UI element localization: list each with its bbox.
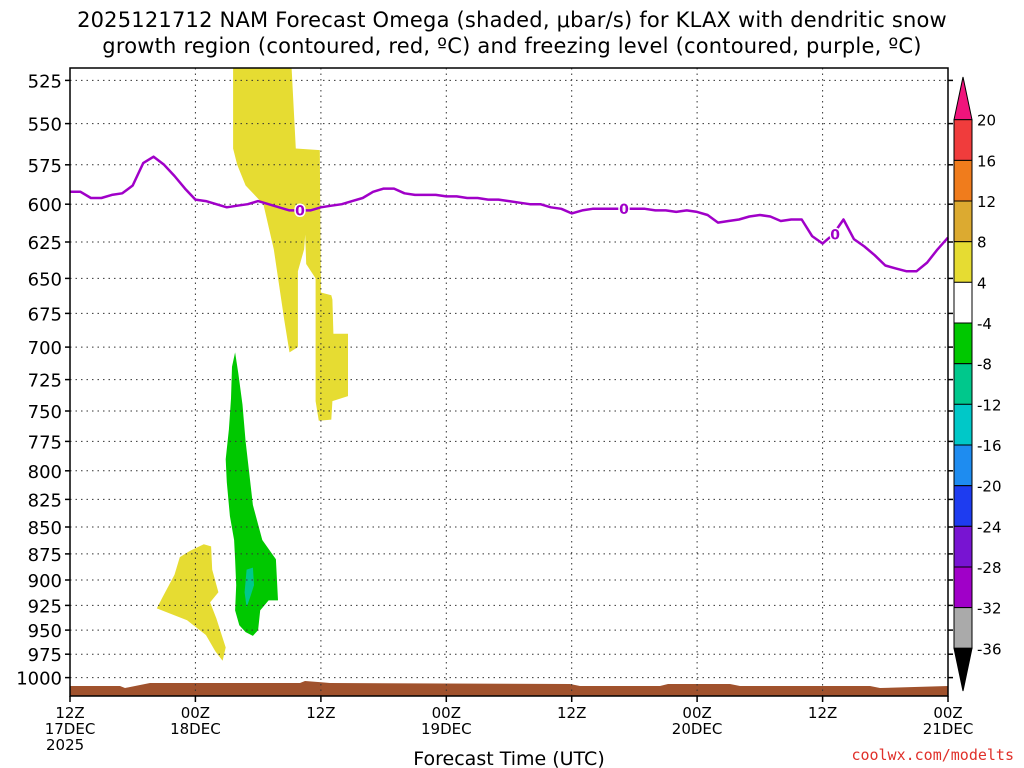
colorbar-band-9 <box>953 444 973 487</box>
y-tick-label-19: 1000 <box>16 669 62 690</box>
omega-region-3 <box>244 567 254 608</box>
x-tick-label-5-0: 00Z <box>682 704 711 722</box>
x-tick-label-1-1: 18DEC <box>170 720 221 738</box>
x-tick-label-6-0: 12Z <box>808 704 837 722</box>
colorbar-label-1: 16 <box>977 152 996 170</box>
terrain-strip <box>70 681 948 696</box>
y-tick-label-12: 825 <box>28 490 62 511</box>
colorbar-label-6: -8 <box>977 356 992 374</box>
colorbar: 20 16 12 8 4 -4 -8 -12 -16 -20 -24 -28 -32 -36 <box>953 76 1002 692</box>
omega-region-1 <box>156 544 226 661</box>
y-tick-label-1: 550 <box>28 115 62 136</box>
plot-frame <box>69 67 949 697</box>
x-tick-label-0-0: 12Z <box>55 704 84 722</box>
omega-shaded-regions <box>156 68 348 661</box>
x-tick-label-4-0: 12Z <box>557 704 586 722</box>
y-tick-label-0: 525 <box>28 71 62 92</box>
credit-text: coolwx.com/modelts <box>851 746 1014 764</box>
colorbar-label-5: -4 <box>977 315 992 333</box>
freezing-level-line <box>70 155 949 273</box>
x-tick-label-1-0: 00Z <box>181 704 210 722</box>
colorbar-label-9: -20 <box>977 478 1002 496</box>
colorbar-bottom-arrow <box>953 647 973 692</box>
y-tick-label-10: 775 <box>28 432 62 453</box>
colorbar-label-10: -24 <box>977 518 1002 536</box>
omega-region-0 <box>233 68 348 421</box>
y-tick-label-6: 675 <box>28 304 62 325</box>
colorbar-band-1 <box>953 119 973 161</box>
y-tick-label-5: 650 <box>28 269 62 290</box>
colorbar-band-12 <box>953 566 973 609</box>
x-tick-label-2-0: 12Z <box>306 704 335 722</box>
colorbar-label-13: -36 <box>977 640 1002 658</box>
freezing-level-group: 0 0 0 <box>70 155 949 273</box>
colorbar-band-10 <box>953 485 973 527</box>
colorbar-top-arrow <box>953 76 973 121</box>
colorbar-label-12: -32 <box>977 600 1002 618</box>
x-axis-label: Forecast Time (UTC) <box>413 748 604 768</box>
x-tick-label-0-2: 2025 <box>46 736 84 754</box>
colorbar-label-3: 8 <box>977 234 987 252</box>
y-tick-label-17: 950 <box>28 621 62 642</box>
chart-title-line-2: growth region (contoured, red, ºC) and f… <box>102 34 922 58</box>
colorbar-band-13 <box>953 607 973 649</box>
y-tick-label-2: 575 <box>28 156 62 177</box>
colorbar-label-2: 12 <box>977 193 996 211</box>
y-tick-label-11: 800 <box>28 462 62 483</box>
colorbar-band-7 <box>953 363 973 405</box>
x-tick-label-0-1: 17DEC <box>45 720 96 738</box>
colorbar-band-8 <box>953 403 973 446</box>
colorbar-band-2 <box>953 159 973 202</box>
y-tick-label-4: 625 <box>28 233 62 254</box>
chart-title-line-1: 2025121712 NAM Forecast Omega (shaded, μ… <box>77 8 947 32</box>
colorbar-label-11: -28 <box>977 559 1002 577</box>
y-tick-label-16: 925 <box>28 596 62 617</box>
y-tick-label-7: 700 <box>28 338 62 359</box>
x-tick-label-7-1: 21DEC <box>923 720 974 738</box>
y-tick-label-8: 725 <box>28 371 62 392</box>
colorbar-band-6 <box>953 322 973 365</box>
colorbar-label-0: 20 <box>977 112 996 130</box>
colorbar-label-4: 4 <box>977 274 987 292</box>
y-tick-label-3: 600 <box>28 195 62 216</box>
x-tick-label-5-1: 20DEC <box>672 720 723 738</box>
x-tick-label-7-0: 00Z <box>933 704 962 722</box>
colorbar-band-5 <box>953 281 973 324</box>
freezing-level-label-2: 0 <box>830 228 840 244</box>
colorbar-band-4 <box>953 241 973 283</box>
colorbar-label-7: -12 <box>977 396 1002 414</box>
y-tick-label-15: 900 <box>28 571 62 592</box>
colorbar-label-8: -16 <box>977 437 1002 455</box>
x-tick-label-3-1: 19DEC <box>421 720 472 738</box>
y-tick-label-9: 750 <box>28 402 62 423</box>
y-tick-label-13: 850 <box>28 518 62 539</box>
x-tick-label-3-0: 00Z <box>432 704 461 722</box>
freezing-level-label-0: 0 <box>295 203 305 219</box>
terrain-strip-group <box>70 681 948 696</box>
y-tick-label-18: 975 <box>28 645 62 666</box>
freezing-level-label-1: 0 <box>619 202 629 218</box>
y-tick-label-14: 875 <box>28 545 62 566</box>
omega-region-2 <box>225 352 278 636</box>
colorbar-band-11 <box>953 525 973 568</box>
colorbar-band-3 <box>953 200 973 243</box>
axes-group: 525 550 575 600 625 650 675 700 725 750 775 800 825 8… <box>16 67 974 768</box>
